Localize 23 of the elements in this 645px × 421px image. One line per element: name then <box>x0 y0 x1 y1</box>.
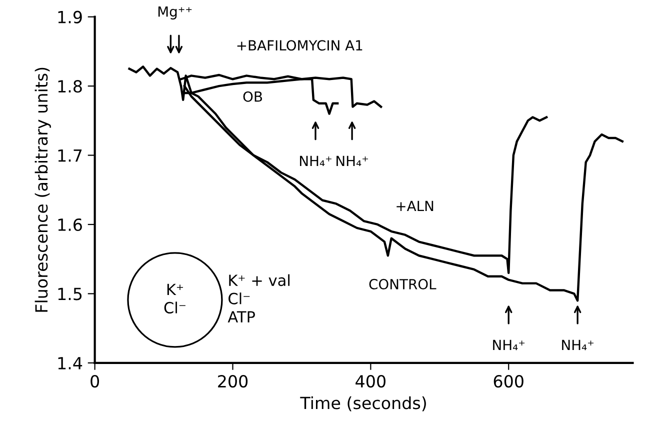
annotation: Mg⁺⁺ <box>158 6 192 20</box>
annotation: NH₄⁺ <box>300 156 332 166</box>
x-axis-title: Time (seconds) <box>300 396 426 412</box>
x-tick-label: 600 <box>494 375 524 388</box>
x-tick-label: 200 <box>218 375 248 388</box>
y-tick-label: 1.6 <box>58 218 82 232</box>
series-label: CONTROL <box>369 278 436 290</box>
annotation: K⁺ + val Cl⁻ ATP <box>228 274 290 322</box>
y-tick-label: 1.4 <box>58 357 82 370</box>
y-tick-label: 1.7 <box>58 149 82 162</box>
annotation: NH₄⁺ <box>493 340 525 350</box>
y-axis-title: Fluorescence (arbitrary units) <box>34 68 51 312</box>
x-tick-label: 400 <box>356 375 386 388</box>
y-tick-label: 1.5 <box>58 288 82 300</box>
x-tick-label: 0 <box>90 375 100 388</box>
series-label: +ALN <box>396 200 434 212</box>
annotation: K⁺ Cl⁻ <box>164 284 186 314</box>
annotation: NH₄⁺ <box>562 340 594 350</box>
series-label: OB <box>243 91 262 102</box>
y-tick-label: 1.9 <box>58 10 82 24</box>
series-label: +BAFILOMYCIN A1 <box>237 40 362 51</box>
y-tick-label: 1.8 <box>58 80 82 93</box>
annotation: NH₄⁺ <box>336 156 368 166</box>
